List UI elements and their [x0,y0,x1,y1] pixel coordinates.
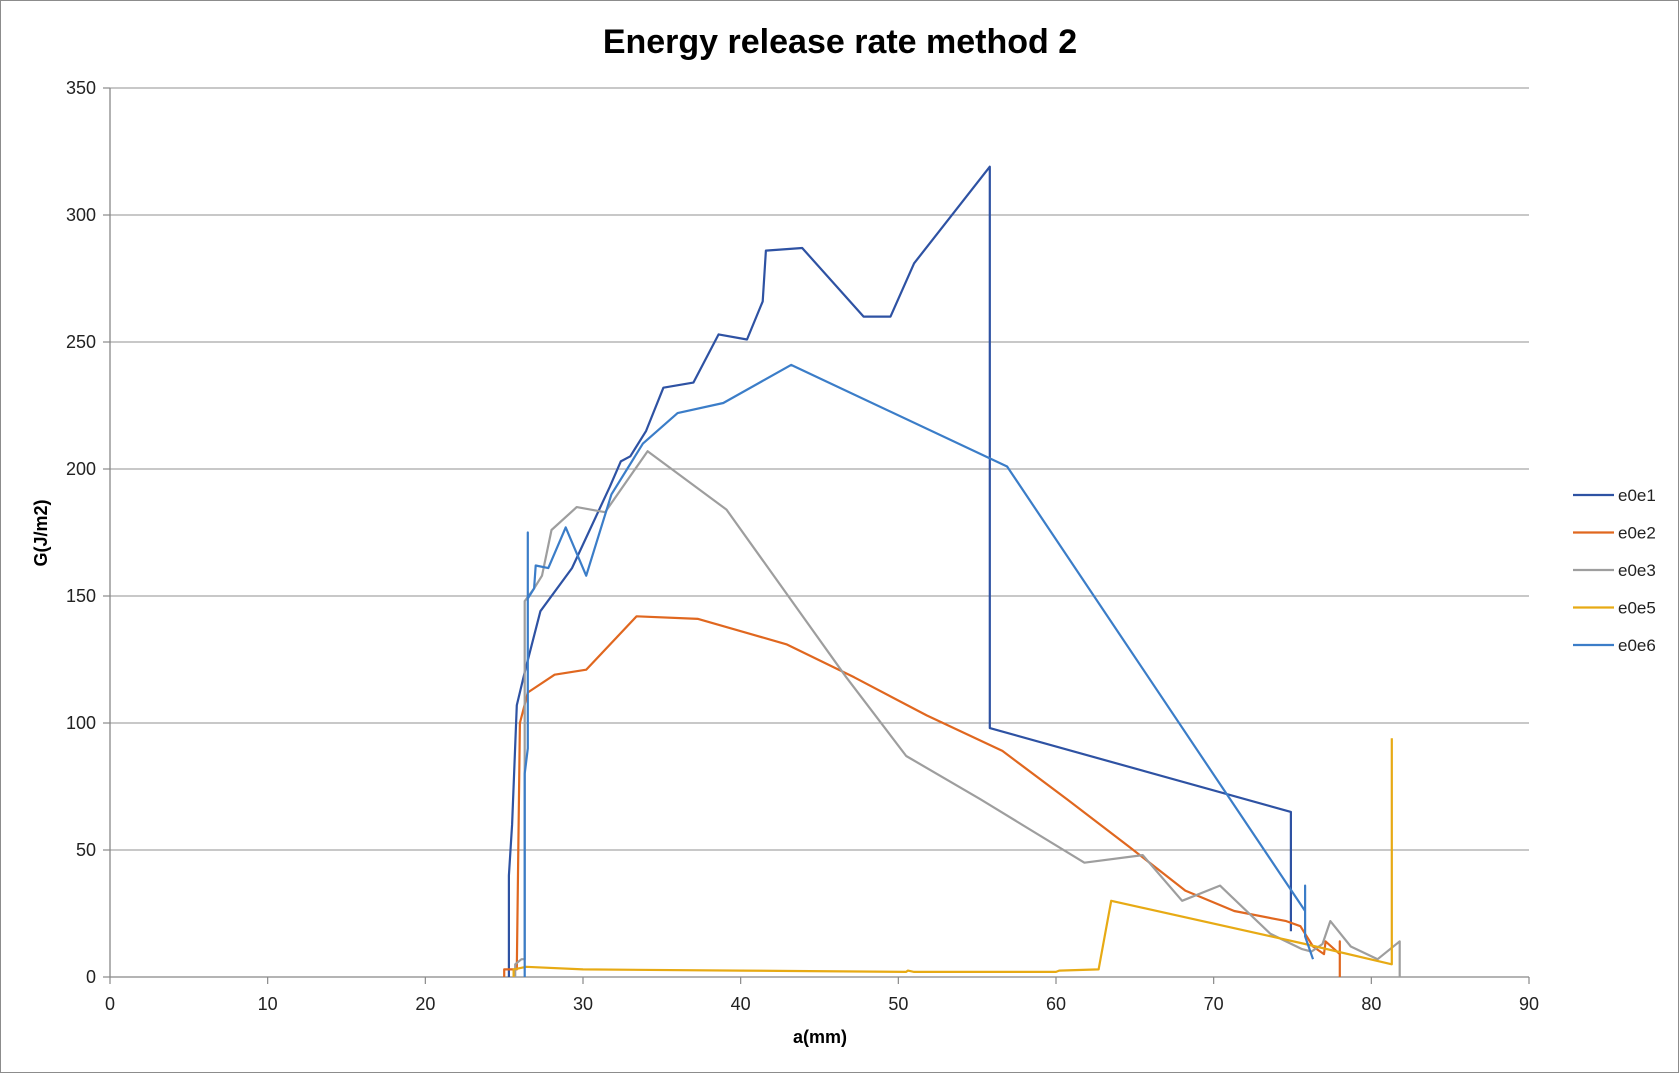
y-tick-label: 50 [76,840,96,860]
y-axis-title: G(J/m2) [31,499,51,566]
y-tick-label: 350 [66,78,96,98]
y-tick-label: 100 [66,713,96,733]
x-tick-label: 70 [1204,994,1224,1014]
legend-item-e0e5: e0e5 [1573,599,1656,618]
x-tick-label: 50 [888,994,908,1014]
axes [103,87,1530,984]
legend-item-e0e1: e0e1 [1573,486,1656,505]
legend-label: e0e1 [1618,486,1656,505]
series-line-e0e3 [514,450,1401,977]
y-tick-labels: 0 50 100 150 200 250 300 350 [66,78,96,987]
legend-label: e0e5 [1618,599,1656,618]
y-tick-label: 300 [66,205,96,225]
x-tick-label: 60 [1046,994,1066,1014]
x-tick-label: 20 [415,994,435,1014]
y-tick-label: 0 [86,967,96,987]
x-tick-label: 80 [1361,994,1381,1014]
y-tick-label: 200 [66,459,96,479]
legend-label: e0e3 [1618,561,1656,580]
legend-item-e0e6: e0e6 [1573,636,1656,655]
x-tick-label: 30 [573,994,593,1014]
legend-label: e0e6 [1618,636,1656,655]
x-tick-label: 40 [731,994,751,1014]
series-line-e0e1 [507,165,1293,977]
legend: e0e1 e0e2 e0e3 e0e5 e0e6 [1573,486,1656,655]
legend-label: e0e2 [1618,524,1656,543]
x-tick-labels: 0 10 20 30 40 50 60 70 80 90 [105,994,1539,1014]
series-line-e0e6 [523,363,1315,977]
x-tick-label: 0 [105,994,115,1014]
x-tick-label: 90 [1519,994,1539,1014]
x-axis-title: a(mm) [793,1027,847,1047]
gridlines [110,87,1529,851]
legend-item-e0e3: e0e3 [1573,561,1656,580]
x-tick-label: 10 [258,994,278,1014]
y-tick-label: 150 [66,586,96,606]
data-series [503,165,1401,977]
legend-item-e0e2: e0e2 [1573,524,1656,543]
y-tick-label: 250 [66,332,96,352]
chart-title: Energy release rate method 2 [603,23,1077,61]
series-line-e0e5 [512,738,1393,977]
